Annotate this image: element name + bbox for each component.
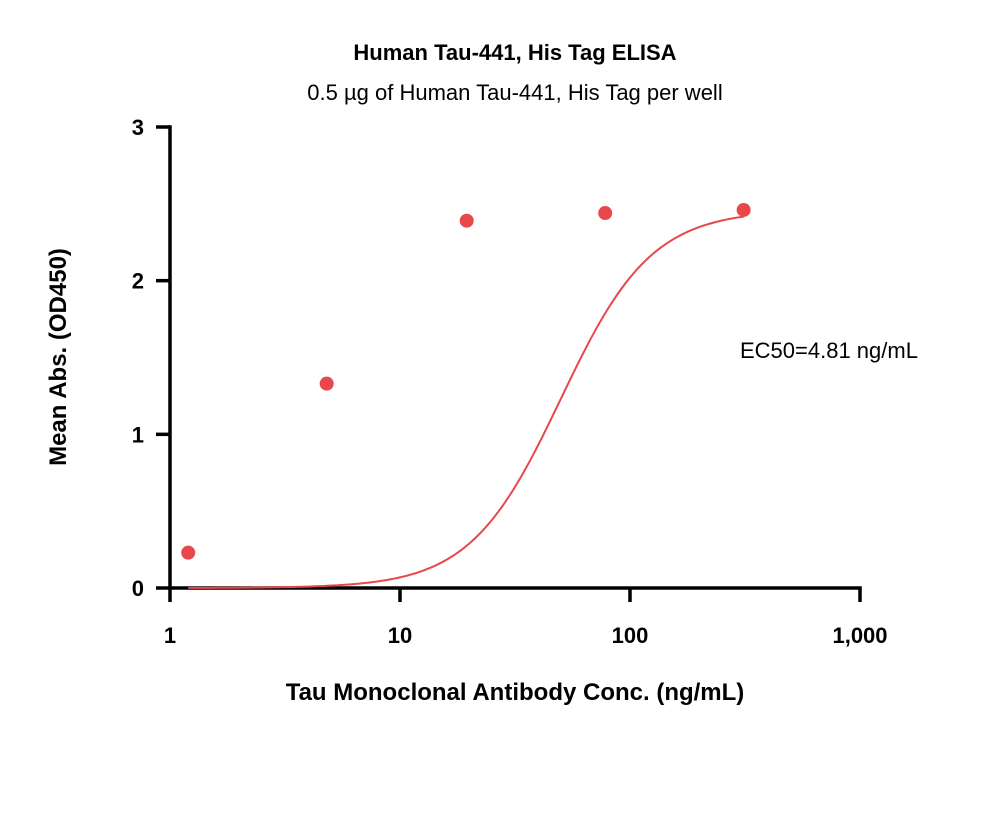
data-point [736, 202, 751, 217]
y-tick-label: 0 [132, 576, 144, 601]
data-point [319, 376, 334, 391]
x-tick-label: 1 [164, 623, 176, 648]
data-points [181, 202, 751, 560]
data-point [459, 213, 474, 228]
y-tick-label: 1 [132, 422, 144, 447]
tick-marks [156, 125, 862, 602]
x-tick-label: 10 [388, 623, 412, 648]
data-point [598, 206, 613, 221]
y-axis-label: Mean Abs. (OD450) [45, 248, 72, 466]
fit-curve [188, 215, 744, 589]
data-point [181, 545, 196, 560]
chart-subtitle: 0.5 µg of Human Tau-441, His Tag per wel… [307, 80, 722, 105]
x-axis-label: Tau Monoclonal Antibody Conc. (ng/mL) [286, 679, 745, 706]
y-tick-label: 2 [132, 269, 144, 294]
fit-curve-group [188, 215, 744, 589]
ec50-annotation: EC50=4.81 ng/mL [740, 338, 918, 363]
x-tick-label: 100 [612, 623, 649, 648]
chart-title: Human Tau-441, His Tag ELISA [353, 40, 676, 65]
x-tick-label: 1,000 [832, 623, 887, 648]
y-tick-label: 3 [132, 115, 144, 140]
